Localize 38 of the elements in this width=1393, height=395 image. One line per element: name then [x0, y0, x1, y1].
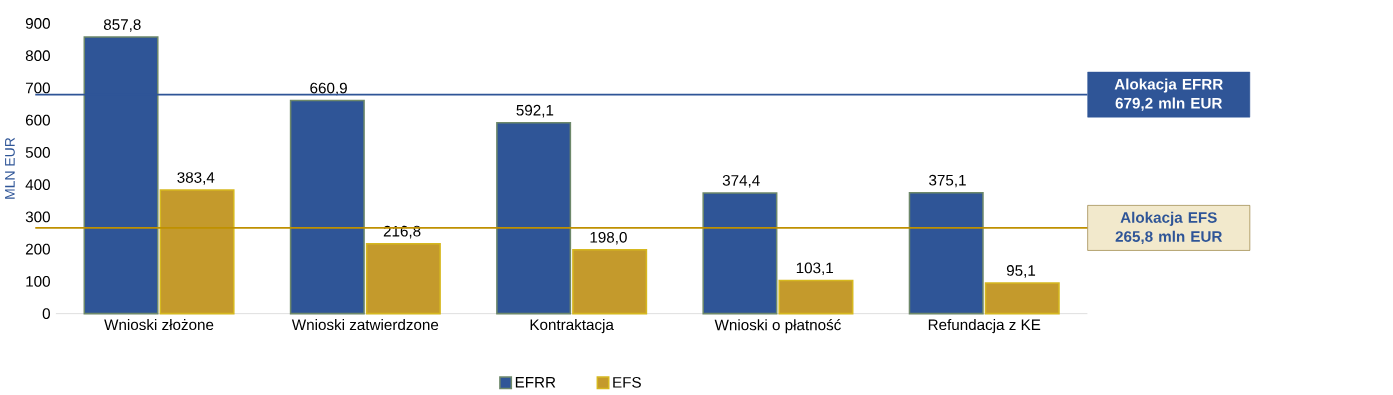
y-tick-label: 100 [26, 276, 50, 287]
y-tick-label: 300 [25, 211, 50, 223]
bar [289, 99, 365, 315]
y-tick-label: 500 [25, 147, 50, 158]
bar [984, 282, 1060, 315]
bar [159, 189, 235, 315]
x-tick-label: Wnioski o płatność [714, 318, 841, 334]
bar [496, 121, 572, 315]
data-label: 592,1 [516, 104, 554, 118]
y-tick-label: 900 [25, 18, 50, 29]
x-tick-label: Wnioski zatwierdzone [291, 318, 439, 331]
y-tick-label: 700 [25, 82, 50, 94]
y-tick-label: 600 [25, 114, 50, 126]
bar [908, 191, 984, 315]
data-label: 103,1 [796, 262, 833, 276]
y-axis-title: MLN EUR [5, 137, 15, 199]
x-tick-label: Refundacja z KE [928, 318, 1041, 334]
data-label: 374,4 [722, 175, 760, 188]
legend-label: EFS [613, 377, 641, 388]
bar [778, 279, 854, 315]
y-tick-label: 200 [25, 243, 50, 255]
ref-line-label: Alokacja EFRR 679,2 mln EUR [1114, 78, 1223, 111]
bar [572, 249, 648, 315]
x-tick-label: Wnioski złożone [104, 318, 214, 331]
ref-line-label: Alokacja EFS 265,8 mln EUR [1115, 211, 1223, 245]
data-label: 198,0 [590, 231, 627, 245]
data-label: 857,8 [103, 19, 141, 32]
y-tick-label: 800 [25, 50, 50, 62]
data-label: 375,1 [929, 174, 966, 188]
x-tick-label: Kontraktacja [530, 318, 614, 334]
data-label: 660,9 [310, 82, 347, 96]
data-label: 95,1 [1006, 265, 1036, 278]
bar [365, 242, 441, 315]
legend-label: EFRR [515, 377, 556, 388]
y-tick-label: 400 [25, 179, 50, 191]
data-label: 383,4 [177, 172, 215, 185]
bar [702, 192, 778, 315]
y-tick-label: 0 [42, 308, 50, 320]
